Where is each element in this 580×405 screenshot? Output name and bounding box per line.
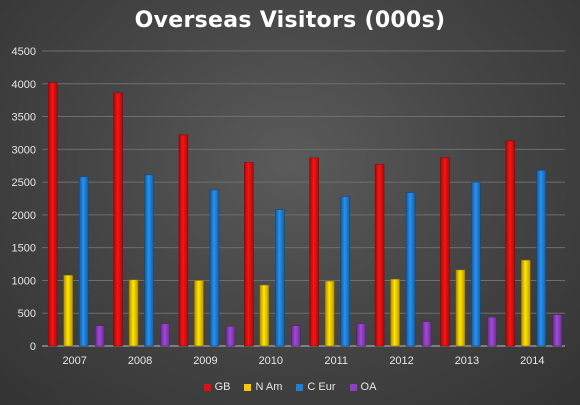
bar-oa (160, 323, 170, 347)
bar-c-eur (209, 189, 220, 347)
legend-label: OA (360, 381, 377, 393)
bar-c-eur (275, 209, 285, 347)
y-tick-label: 2000 (12, 210, 36, 222)
y-tick-label: 2500 (12, 177, 36, 189)
bar-oa (487, 316, 497, 347)
x-tick-label: 2014 (520, 355, 544, 367)
legend-item: C Eur (296, 381, 336, 393)
legend-item: N Am (244, 381, 282, 393)
bar-c-eur (340, 196, 350, 347)
y-tick-label: 3500 (12, 112, 36, 124)
bar-c-eur (471, 181, 481, 347)
bar-gb (244, 162, 254, 347)
y-tick-label: 4500 (12, 46, 36, 58)
bar-gb (178, 134, 189, 347)
bar-n-am (128, 279, 139, 347)
bar-oa (552, 314, 563, 347)
bar-gb (47, 82, 58, 347)
bar-gb (505, 140, 516, 347)
bar-n-am (521, 259, 531, 347)
bar-gb (440, 157, 450, 347)
legend-label: N Am (255, 381, 283, 393)
legend: GB N Am C Eur OA (0, 381, 580, 393)
legend-swatch (349, 383, 357, 391)
bar-oa (225, 326, 236, 347)
bar-c-eur (144, 174, 154, 347)
bar-gb (113, 92, 123, 347)
x-tick-label: 2007 (62, 355, 86, 367)
bar-n-am (63, 274, 73, 347)
chart-title: Overseas Visitors (000s) (134, 8, 446, 33)
bar-c-eur (405, 192, 416, 347)
bar-oa (421, 321, 432, 347)
legend-item: GB (203, 381, 231, 393)
bar-n-am (259, 284, 270, 347)
bar-gb (374, 164, 385, 347)
bar-n-am (324, 280, 335, 347)
legend-label: C Eur (307, 381, 336, 393)
legend-item: OA (349, 381, 377, 393)
x-tick-label: 2008 (128, 355, 152, 367)
legend-label: GB (214, 381, 231, 393)
bar-gb (309, 157, 319, 347)
bar-oa (94, 325, 105, 347)
y-tick-label: 500 (18, 308, 36, 320)
y-tick-label: 0 (30, 341, 36, 353)
x-tick-label: 2013 (455, 355, 479, 367)
bar-n-am (194, 280, 204, 347)
y-tick-label: 3000 (12, 144, 36, 156)
x-tick-label: 2010 (259, 355, 283, 367)
bar-oa (291, 325, 301, 347)
bar-n-am (455, 269, 466, 347)
bar-c-eur (536, 170, 547, 347)
y-tick-label: 1500 (12, 243, 36, 255)
bar-n-am (390, 278, 400, 347)
y-tick-label: 1000 (12, 275, 36, 287)
y-tick-label: 4000 (12, 79, 36, 91)
legend-swatch (244, 383, 252, 391)
legend-swatch (203, 383, 211, 391)
legend-swatch (296, 383, 304, 391)
x-tick-label: 2012 (389, 355, 413, 367)
bar-c-eur (78, 176, 89, 347)
bar-oa (356, 323, 366, 347)
x-tick-label: 2011 (324, 355, 348, 367)
x-tick-label: 2009 (193, 355, 217, 367)
